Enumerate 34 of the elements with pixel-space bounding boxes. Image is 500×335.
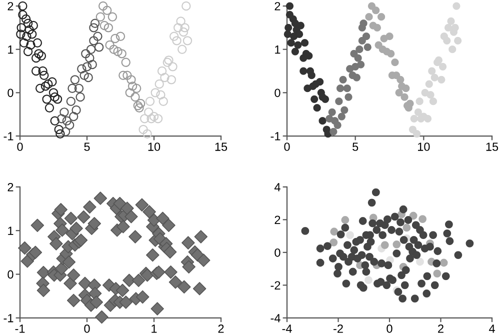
y-tick-label: 0 [8,88,14,98]
x-tick-label: 5 [352,142,358,151]
y-tick-label: -2 [270,281,280,290]
y-tick-label: 2 [274,2,280,10]
x-tick-label: 0 [386,324,392,333]
x-tick-label: 4 [488,324,495,333]
y-tick-label: 4 [274,183,280,192]
y-tick-label: 0 [8,270,14,279]
y-tick-label: 1 [8,226,14,235]
y-tick-label: 2 [8,2,14,10]
x-tick-label: -4 [282,324,292,333]
y-tick-label: -1 [270,132,280,140]
x-tick-label: 0 [84,324,90,333]
y-tick-label: 0 [274,248,280,257]
y-tick-label: 0 [274,88,280,98]
y-tick-label: 1 [275,46,280,54]
x-tick-label: -1 [15,324,25,333]
x-tick-label: -2 [334,324,343,333]
x-tick-label: 5 [84,142,90,151]
y-tick-label: 2 [274,216,280,224]
x-tick-label: 10 [418,142,430,151]
x-tick-label: 10 [148,142,160,151]
y-tick-label: 2 [8,182,14,192]
x-tick-label: 0 [17,142,23,151]
x-tick-label: 2 [218,324,224,333]
x-tick-label: 2 [438,324,444,333]
y-tick-label: -1 [4,132,14,140]
x-tick-label: 1 [152,324,157,333]
y-tick-label: -1 [4,314,14,322]
x-tick-label: 15 [486,142,498,151]
y-tick-label: -4 [270,314,280,322]
x-tick-label: 15 [215,142,228,151]
x-tick-label: 0 [284,142,290,151]
y-tick-label: 1 [8,46,14,54]
